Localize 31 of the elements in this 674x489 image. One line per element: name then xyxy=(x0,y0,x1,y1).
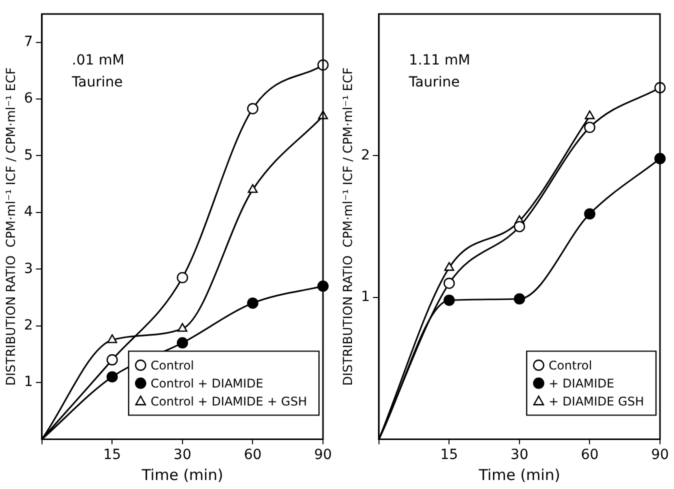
legend-label: Control + DIAMIDE xyxy=(150,376,264,390)
y-axis-title: DISTRIBUTION RATIO CPM·ml⁻¹ ICF / CPM·ml⁻¹ ECF xyxy=(2,67,18,386)
legend-label: + DIAMIDE GSH xyxy=(548,394,644,408)
legend-label: Control + DIAMIDE + GSH xyxy=(150,394,308,408)
y-tick-label: 5 xyxy=(24,147,33,164)
annotation: Taurine xyxy=(70,74,123,91)
y-tick-label: 7 xyxy=(24,34,33,50)
annotation: .01 mM xyxy=(72,52,124,69)
y-tick-label: 1 xyxy=(360,289,370,306)
x-tick-label: 60 xyxy=(244,447,262,464)
x-tick-label: 15 xyxy=(440,447,458,464)
annotation: Taurine xyxy=(408,74,460,91)
y-tick-label: 6 xyxy=(24,90,33,107)
y-tick-label: 4 xyxy=(24,204,33,220)
y-axis-title: DISTRIBUTION RATIO CPM·ml⁻¹ ICF / CPM·ml⁻¹ ECF xyxy=(340,67,355,386)
x-tick-label: 30 xyxy=(510,447,528,464)
x-tick-label: 60 xyxy=(580,447,599,464)
x-axis-title: Time (min) xyxy=(478,466,560,484)
x-tick-label: 15 xyxy=(103,447,122,464)
legend-label: Control xyxy=(548,358,592,372)
x-tick-label: 30 xyxy=(174,447,192,464)
legend-label: + DIAMIDE xyxy=(548,376,614,390)
y-tick-label: 3 xyxy=(24,260,33,277)
x-tick-label: 90 xyxy=(651,447,669,464)
annotation: 1.11 mM xyxy=(408,52,470,69)
x-tick-label: 90 xyxy=(314,447,332,464)
y-tick-label: 2 xyxy=(24,317,33,334)
x-axis-title: Time (min) xyxy=(140,466,224,484)
y-tick-label: 1 xyxy=(24,374,33,390)
legend-label: Control xyxy=(150,358,194,372)
y-tick-label: 2 xyxy=(360,147,370,164)
